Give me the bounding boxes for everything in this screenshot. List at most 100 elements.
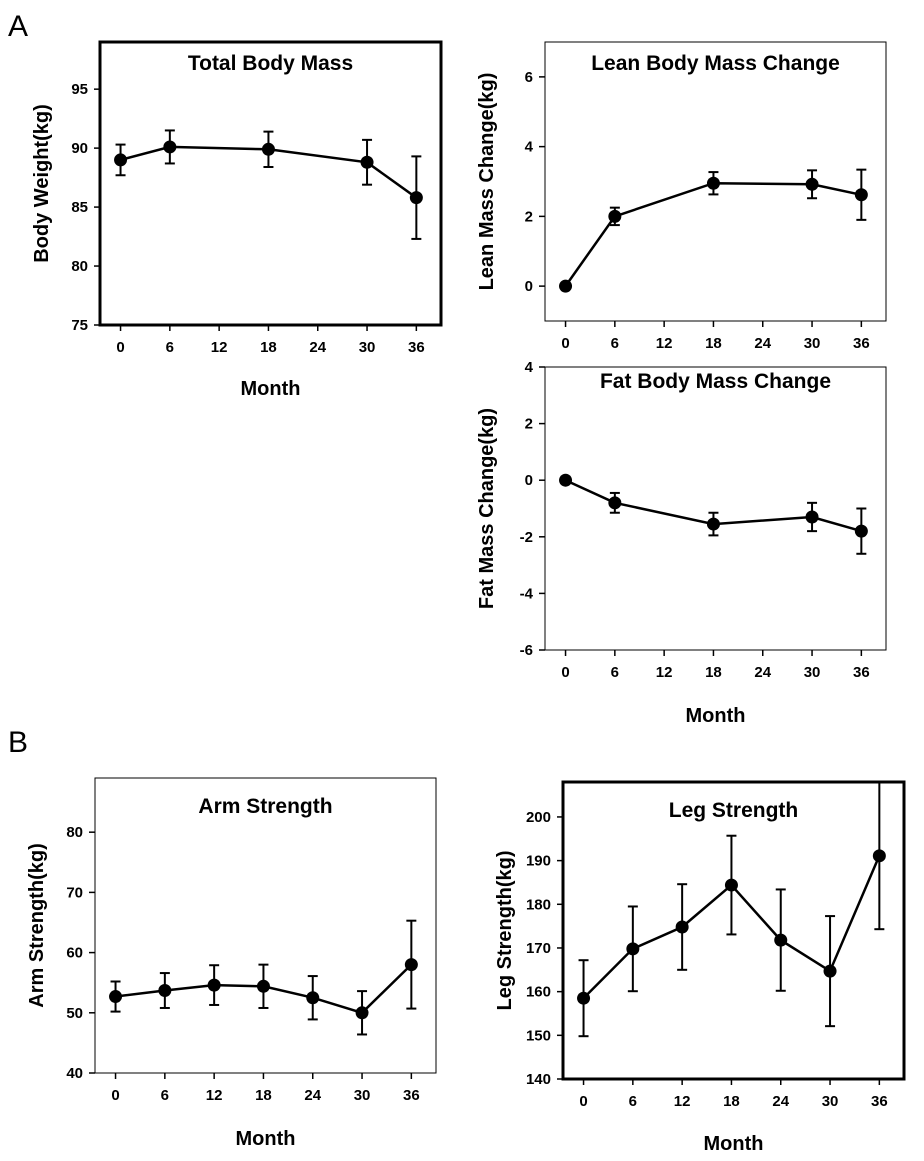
data-point xyxy=(706,517,720,531)
x-tick-label: 24 xyxy=(754,335,771,352)
plot-frame xyxy=(94,777,437,1074)
x-tick-label: 30 xyxy=(804,664,821,681)
x-tick-label: 6 xyxy=(629,1093,637,1110)
y-tick-label: 95 xyxy=(71,81,88,98)
y-tick-label: 160 xyxy=(526,984,551,1001)
y-axis-label: Body Weight(kg) xyxy=(31,104,53,263)
chart-arm-strength: Arm Strength 0 6 12 18 24 30 36 40 50 60 70 80 Month A… xyxy=(26,777,437,1150)
x-tick-label: 0 xyxy=(579,1093,587,1110)
x-tick-label: 30 xyxy=(354,1087,371,1104)
data-point xyxy=(559,473,573,487)
data-point xyxy=(261,142,275,156)
x-tick-label: 36 xyxy=(871,1093,888,1110)
x-axis-label: Month xyxy=(236,1128,296,1150)
y-tick-label: -6 xyxy=(520,642,533,659)
data-point xyxy=(823,964,837,978)
x-axis-label: Month xyxy=(241,378,301,400)
x-tick-label: 18 xyxy=(705,664,722,681)
plot-frame xyxy=(98,40,443,327)
data-point xyxy=(559,279,573,293)
data-point xyxy=(608,496,622,510)
y-tick-label: 70 xyxy=(66,884,83,901)
x-tick-label: 6 xyxy=(611,335,619,352)
data-point xyxy=(404,958,418,972)
y-axis-label: Leg Strength(kg) xyxy=(494,851,516,1011)
y-tick-label: 6 xyxy=(525,69,533,86)
x-tick-label: 12 xyxy=(206,1087,223,1104)
data-point xyxy=(109,990,123,1004)
data-point xyxy=(706,176,720,190)
y-tick-label: 40 xyxy=(66,1065,83,1082)
chart-title: Lean Body Mass Change xyxy=(591,52,840,75)
x-tick-label: 12 xyxy=(656,664,673,681)
y-tick-label: 80 xyxy=(71,258,88,275)
data-point xyxy=(306,991,320,1005)
x-tick-label: 18 xyxy=(255,1087,272,1104)
plot-frame xyxy=(544,366,887,651)
data-point xyxy=(805,177,819,191)
data-point xyxy=(163,140,177,154)
y-tick-label: 75 xyxy=(71,317,88,334)
x-tick-label: 24 xyxy=(304,1087,321,1104)
y-tick-label: -2 xyxy=(520,529,533,546)
chart-title: Total Body Mass xyxy=(188,52,353,75)
data-point xyxy=(854,188,868,202)
data-point xyxy=(360,155,374,169)
data-point xyxy=(114,153,128,167)
data-point xyxy=(626,942,640,956)
x-tick-label: 12 xyxy=(656,335,673,352)
x-tick-label: 6 xyxy=(166,339,174,356)
data-point xyxy=(854,524,868,538)
x-tick-label: 30 xyxy=(804,335,821,352)
x-tick-label: 24 xyxy=(309,339,326,356)
y-tick-label: 190 xyxy=(526,853,551,870)
chart-total-body-mass: Total Body Mass 0 6 12 18 24 30 36 75 80 85 90 95 Mon… xyxy=(31,40,443,400)
y-axis-label: Fat Mass Change(kg) xyxy=(476,408,498,609)
x-tick-label: 36 xyxy=(403,1087,420,1104)
y-tick-label: 4 xyxy=(525,359,534,376)
data-point xyxy=(872,849,886,863)
x-tick-label: 30 xyxy=(822,1093,839,1110)
data-point xyxy=(805,510,819,524)
y-tick-label: 85 xyxy=(71,199,88,216)
data-point xyxy=(724,878,738,892)
panel-letter-b: B xyxy=(8,726,28,759)
y-tick-label: 4 xyxy=(525,139,534,156)
data-point xyxy=(675,920,689,934)
x-tick-label: 6 xyxy=(161,1087,169,1104)
y-tick-label: 2 xyxy=(525,208,533,225)
chart-title: Fat Body Mass Change xyxy=(600,370,831,393)
x-tick-label: 0 xyxy=(111,1087,119,1104)
chart-title: Arm Strength xyxy=(198,795,332,818)
y-tick-label: 50 xyxy=(66,1005,83,1022)
x-tick-label: 18 xyxy=(705,335,722,352)
y-tick-label: 200 xyxy=(526,809,551,826)
y-tick-label: 170 xyxy=(526,940,551,957)
plot-frame xyxy=(561,780,906,1081)
y-axis-label: Lean Mass Change(kg) xyxy=(476,73,498,291)
y-tick-label: 90 xyxy=(71,140,88,157)
y-tick-label: 0 xyxy=(525,278,533,295)
x-tick-label: 36 xyxy=(853,335,870,352)
data-point xyxy=(409,191,423,205)
y-tick-label: 2 xyxy=(525,416,533,433)
y-tick-label: 140 xyxy=(526,1071,551,1088)
y-tick-label: 60 xyxy=(66,945,83,962)
x-tick-label: 24 xyxy=(772,1093,789,1110)
x-tick-label: 6 xyxy=(611,664,619,681)
x-tick-label: 18 xyxy=(723,1093,740,1110)
y-tick-label: -4 xyxy=(520,585,534,602)
x-axis-label: Month xyxy=(686,705,746,727)
x-tick-label: 30 xyxy=(359,339,376,356)
plot-frame xyxy=(544,41,887,322)
y-axis-label: Arm Strength(kg) xyxy=(26,843,48,1007)
y-tick-label: 0 xyxy=(525,472,533,489)
chart-leg-strength: Leg Strength 0 6 12 18 24 30 36 140 150 160 170 180 1… xyxy=(494,780,906,1155)
data-point xyxy=(158,984,172,998)
y-tick-label: 80 xyxy=(66,824,83,841)
x-tick-label: 12 xyxy=(211,339,228,356)
data-point xyxy=(577,991,591,1005)
